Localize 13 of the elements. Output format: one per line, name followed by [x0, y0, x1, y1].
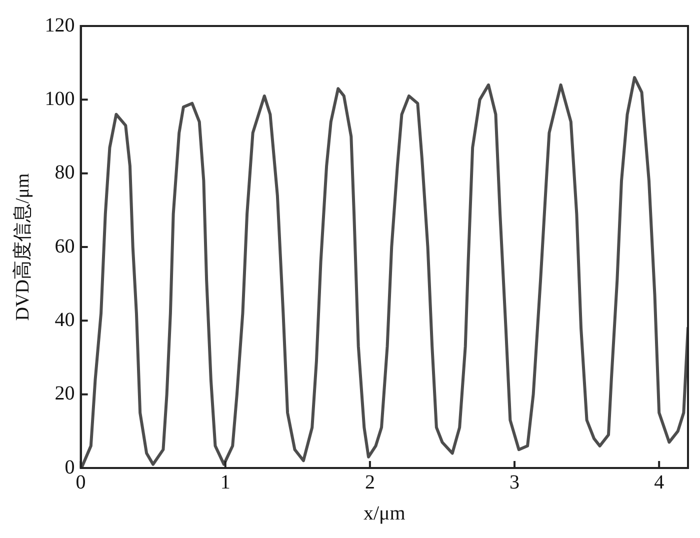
y-tick-label: 20 — [54, 382, 75, 405]
y-tick-label: 0 — [64, 456, 75, 478]
y-axis-title: DVD高度信息/μm — [11, 173, 34, 321]
y-tick-label: 40 — [54, 308, 75, 331]
y-tick-label: 100 — [44, 88, 75, 110]
y-tick-label: 120 — [44, 14, 75, 36]
x-tick-label: 3 — [510, 471, 520, 494]
y-tick-label: 80 — [54, 162, 75, 184]
x-tick-label: 1 — [220, 471, 230, 494]
x-tick-label: 4 — [654, 471, 664, 494]
x-axis-title: x/μm — [363, 502, 406, 524]
y-tick-label: 60 — [54, 235, 75, 258]
x-tick-label: 2 — [364, 471, 375, 494]
